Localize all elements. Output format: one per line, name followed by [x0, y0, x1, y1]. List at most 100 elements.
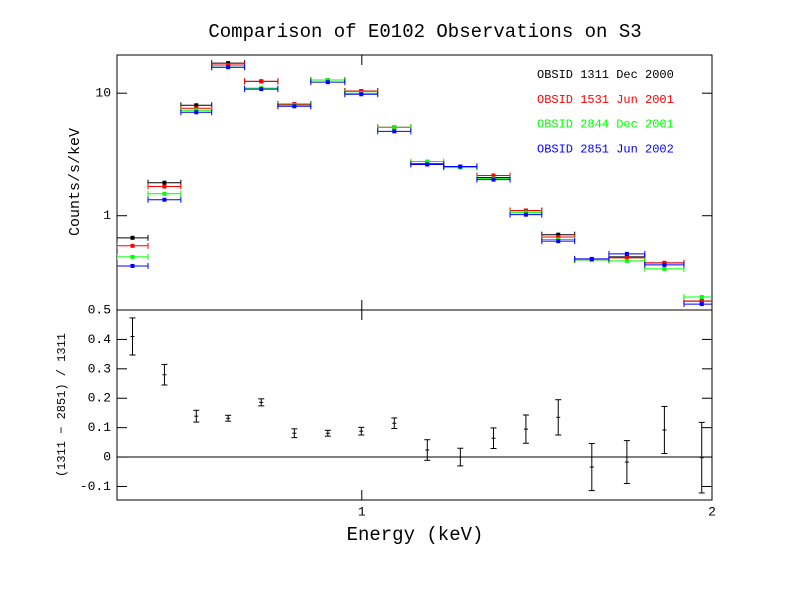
- marker: [325, 78, 330, 83]
- legend-label: OBSID 1531 Jun 2001: [537, 93, 674, 107]
- marker: [699, 295, 704, 300]
- marker: [259, 79, 264, 84]
- legend-label: OBSID 2851 Jun 2002: [537, 142, 674, 156]
- data-point: [555, 399, 562, 436]
- data-point: [291, 428, 298, 439]
- data-point: [117, 262, 149, 269]
- chart-title: Comparison of E0102 Observations on S3: [208, 21, 641, 43]
- data-point: [161, 363, 168, 386]
- marker: [624, 255, 629, 260]
- marker: [162, 197, 167, 202]
- data-point: [391, 417, 398, 430]
- marker: [662, 266, 667, 271]
- data-point: [541, 238, 576, 245]
- data-point: [574, 255, 610, 262]
- data-point: [683, 294, 712, 301]
- data-point: [683, 301, 712, 308]
- marker: [162, 184, 167, 189]
- y-tick-label: 0.3: [88, 361, 111, 376]
- data-point: [244, 86, 279, 93]
- data-point: [490, 427, 497, 450]
- marker: [523, 212, 528, 217]
- marker: [392, 125, 397, 130]
- marker: [162, 191, 167, 196]
- y-axis-label: Counts/s/keV: [67, 128, 84, 236]
- marker: [226, 62, 231, 67]
- marker: [359, 89, 364, 94]
- marker: [194, 106, 199, 111]
- y-tick-label: 0.5: [88, 302, 111, 317]
- y-tick-label: 0: [103, 449, 111, 464]
- marker: [491, 177, 496, 182]
- data-point: [117, 242, 149, 249]
- marker: [130, 243, 135, 248]
- legend-label: OBSID 2844 Dec 2001: [537, 118, 674, 132]
- legend-label: OBSID 1311 Dec 2000: [537, 68, 674, 82]
- marker: [226, 65, 231, 70]
- data-point: [244, 78, 279, 85]
- marker: [556, 232, 561, 237]
- marker: [130, 254, 135, 259]
- data-point: [211, 64, 246, 71]
- data-point: [608, 250, 646, 257]
- y-axis-label: (1311 − 2851) / 1311: [55, 333, 69, 477]
- data-point: [147, 196, 182, 203]
- data-point: [147, 190, 182, 197]
- marker: [699, 302, 704, 307]
- data-point: [225, 414, 232, 422]
- data-point: [476, 176, 511, 183]
- marker: [458, 164, 463, 169]
- data-point: [180, 109, 213, 116]
- marker: [130, 235, 135, 240]
- x-tick-label: 2: [708, 504, 716, 519]
- data-point: [588, 443, 595, 492]
- y-tick-label: 0.2: [88, 391, 111, 406]
- y-tick-label: -0.1: [80, 479, 111, 494]
- marker: [589, 256, 594, 261]
- y-tick-label: 0.1: [88, 420, 112, 435]
- data-point: [623, 440, 630, 485]
- marker: [556, 235, 561, 240]
- data-point: [377, 128, 412, 135]
- marker: [292, 104, 297, 109]
- marker: [259, 87, 264, 92]
- y-tick-label: 1: [103, 208, 111, 223]
- marker: [699, 299, 704, 304]
- data-point: [644, 261, 685, 268]
- marker: [662, 262, 667, 267]
- marker: [325, 80, 330, 85]
- data-point: [698, 421, 705, 494]
- x-tick-label: 1: [358, 504, 366, 519]
- data-point: [424, 439, 431, 461]
- data-point: [310, 79, 346, 86]
- marker: [556, 239, 561, 244]
- y-tick-label: 0.4: [88, 332, 112, 347]
- data-point: [324, 429, 331, 437]
- marker: [523, 210, 528, 215]
- marker: [425, 162, 430, 167]
- data-point: [358, 426, 365, 436]
- data-point: [522, 414, 529, 444]
- data-point: [277, 103, 312, 110]
- data-point: [193, 409, 200, 423]
- data-point: [117, 234, 149, 241]
- data-point: [129, 317, 136, 356]
- x-axis-label: Energy (keV): [347, 524, 484, 546]
- data-point: [509, 211, 543, 218]
- marker: [194, 108, 199, 113]
- data-point: [117, 253, 149, 260]
- marker: [624, 251, 629, 256]
- marker: [194, 110, 199, 115]
- marker: [425, 159, 430, 164]
- marker: [162, 180, 167, 185]
- data-point: [457, 447, 464, 467]
- marker: [392, 129, 397, 134]
- data-point: [147, 183, 182, 190]
- data-point: [344, 91, 379, 98]
- marker: [624, 258, 629, 263]
- data-point: [443, 163, 478, 170]
- y-tick-label: 10: [95, 86, 111, 101]
- data-point: [258, 398, 265, 407]
